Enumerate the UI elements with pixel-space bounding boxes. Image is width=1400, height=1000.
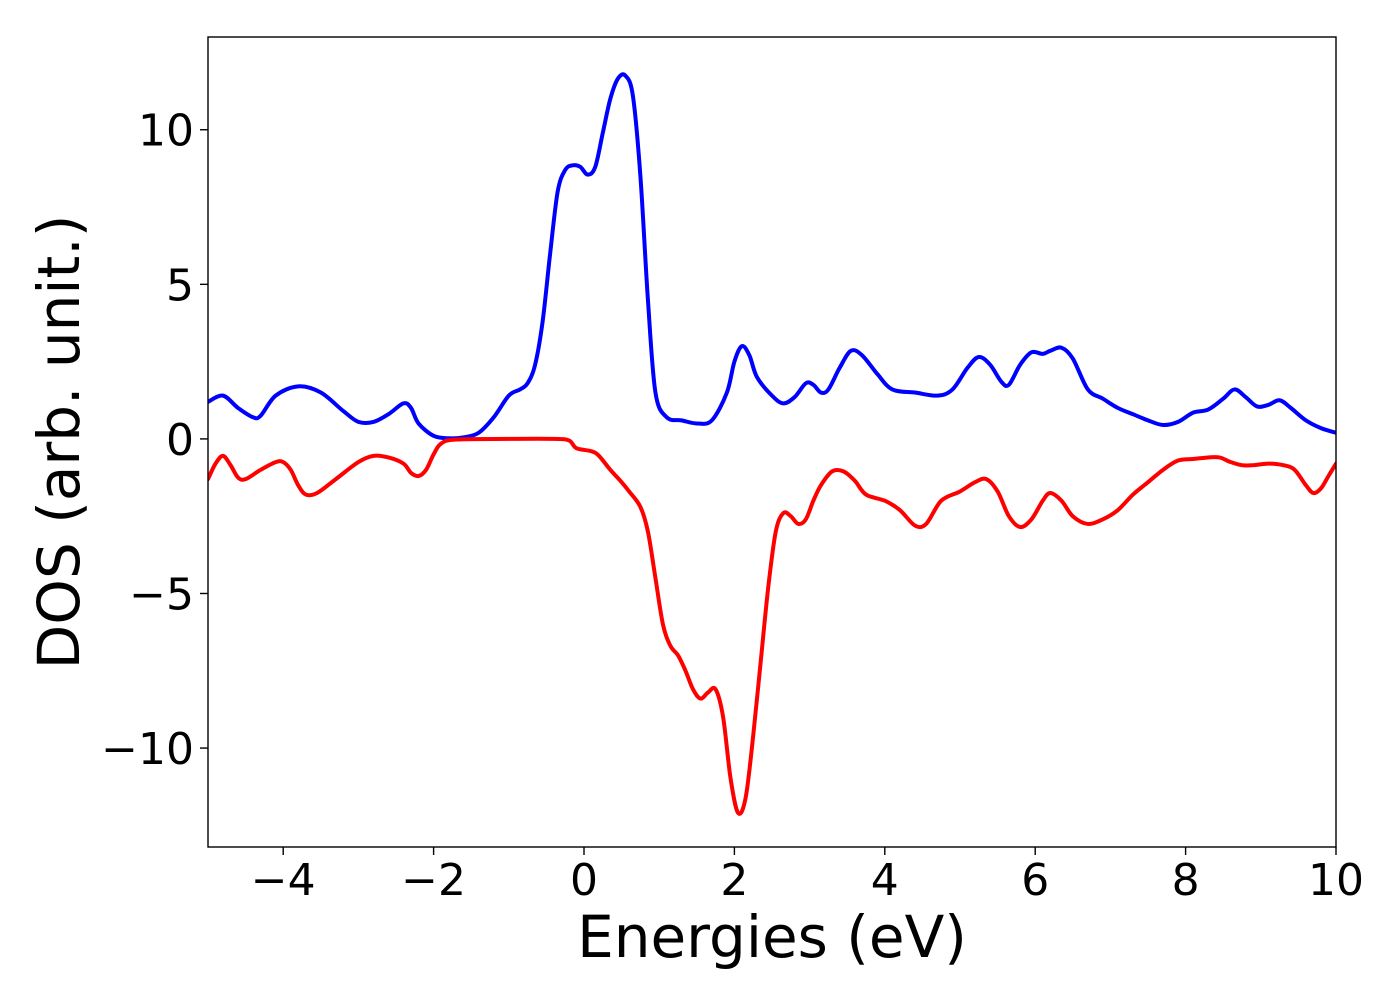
x-tick-label: 10 <box>1308 855 1364 906</box>
y-tick-label: −10 <box>101 724 194 775</box>
y-axis: 10 5 0 −5 −10 <box>101 106 208 775</box>
x-tick-label: 0 <box>570 855 598 906</box>
y-tick-label: 0 <box>166 415 194 466</box>
plot-background <box>208 37 1336 847</box>
dos-series-line-1 <box>208 72 1336 441</box>
x-tick-label: −2 <box>401 855 466 906</box>
series-layer <box>208 72 1336 816</box>
plot-frame <box>207 36 1337 848</box>
y-tick-label: 10 <box>138 106 194 157</box>
x-tick-label: 8 <box>1172 855 1200 906</box>
y-axis-title: DOS (arb. unit.) <box>25 215 93 670</box>
x-axis-title: Energies (eV) <box>577 903 967 971</box>
x-axis: −4 −2 0 2 4 6 8 10 <box>251 847 1364 906</box>
x-tick-label: 2 <box>720 855 748 906</box>
x-tick-label: 4 <box>871 855 899 906</box>
dos-series-line-2 <box>208 436 1336 816</box>
y-tick-label: 5 <box>166 260 194 311</box>
x-tick-label: −4 <box>251 855 316 906</box>
x-tick-label: 6 <box>1021 855 1049 906</box>
y-tick-label: −5 <box>129 569 194 620</box>
